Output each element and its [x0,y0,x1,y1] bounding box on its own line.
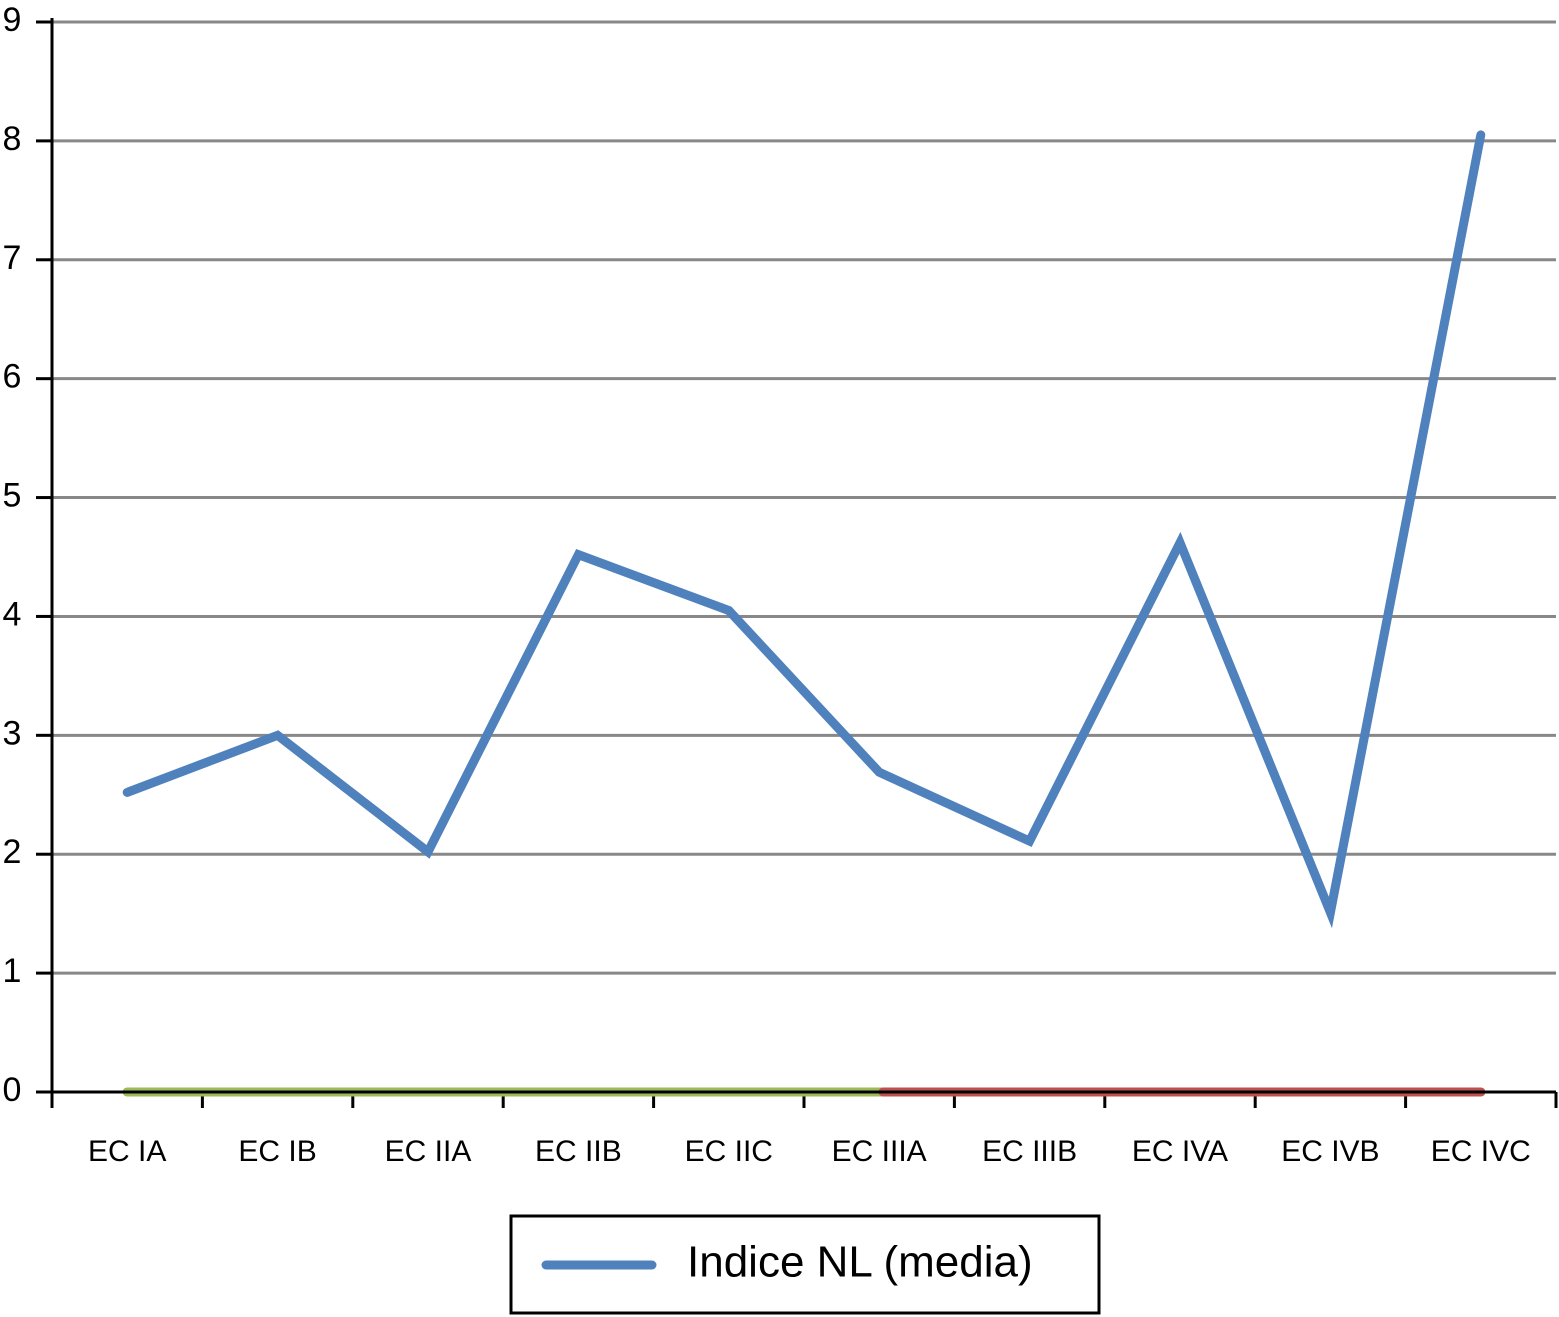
y-tick-label: 4 [3,595,22,633]
series-line [122,130,1486,929]
legend: Indice NL (media) [541,1238,1033,1287]
x-tick-label: EC IVC [1431,1135,1531,1168]
grid: 0 1 2 3 4 5 6 7 8 9 EC IA EC IB EC IIA EC IIB EC IIC EC… [3,1,1558,1168]
y-tick-label: 0 [3,1071,22,1109]
x-tick-label: EC IIB [535,1135,622,1168]
plot [122,130,1486,929]
y-tick-label: 5 [3,477,22,515]
x-tick-label: EC IIIB [982,1135,1077,1168]
y-tick-label: 8 [3,120,22,158]
x-tick-label: EC IVA [1132,1135,1228,1168]
legend-label: Indice NL (media) [687,1238,1033,1287]
y-tick-label: 7 [3,239,22,277]
y-tick-label: 6 [3,358,22,396]
y-tick-label: 9 [3,1,22,39]
y-tick-label: 1 [3,952,22,990]
y-tick-label: 2 [3,833,22,871]
x-tick-label: EC IVB [1281,1135,1379,1168]
x-tick-label: EC IIC [685,1135,773,1168]
x-tick-label: EC IIA [385,1135,472,1168]
x-tick-label: EC IB [238,1135,316,1168]
x-tick-label: EC IA [88,1135,166,1168]
y-tick-label: 3 [3,714,22,752]
x-tick-label: EC IIIA [832,1135,927,1168]
